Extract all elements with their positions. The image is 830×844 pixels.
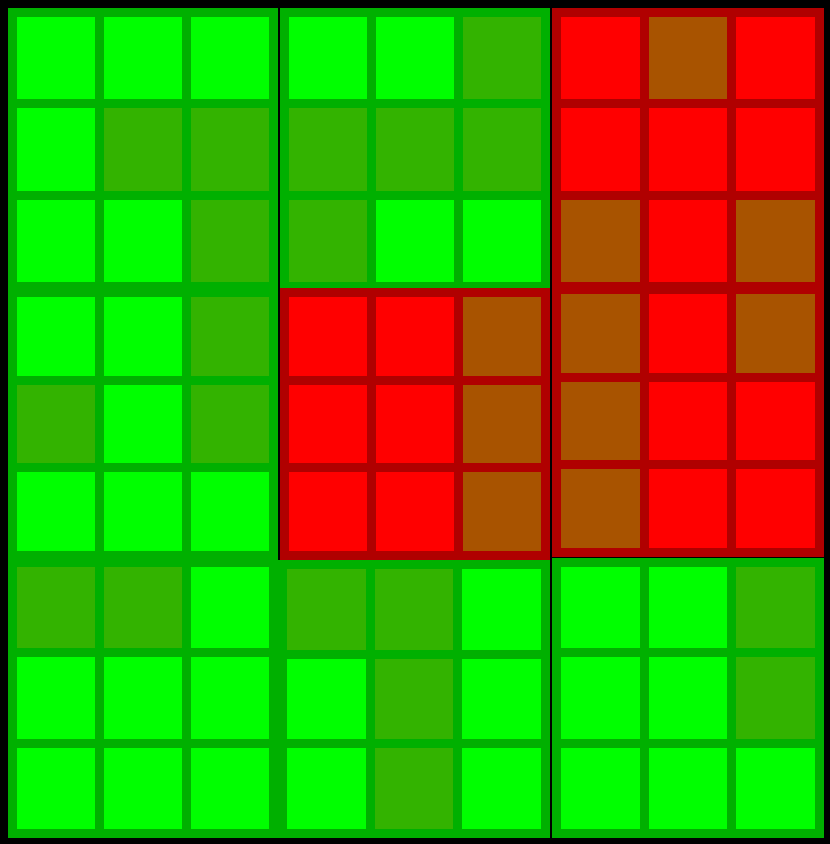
grid-cell-r6-c6[interactable] [561, 567, 640, 649]
grid-cell-r1-c1[interactable] [104, 108, 182, 191]
grid-cell-r3-c8[interactable] [736, 294, 815, 373]
grid-cell-r1-c2[interactable] [191, 108, 269, 191]
grid-cell-r8-c6[interactable] [561, 747, 640, 829]
grid-cell-r6-c3[interactable] [287, 569, 366, 650]
grid-cell-r0-c1[interactable] [104, 17, 182, 100]
grid-cell-r3-c0[interactable] [17, 297, 95, 376]
grid-cell-r4-c1[interactable] [104, 384, 182, 464]
grid-cell-r6-c8[interactable] [736, 567, 815, 649]
grid-cell-r4-c8[interactable] [736, 381, 815, 461]
grid-cell-r1-c8[interactable] [736, 108, 815, 191]
grid-cell-r7-c0[interactable] [17, 657, 95, 739]
grid-cell-r0-c4[interactable] [376, 17, 454, 100]
grid-cell-r2-c8[interactable] [736, 199, 815, 282]
grid-cell-r0-c0[interactable] [17, 17, 95, 100]
grid-cell-r2-c4[interactable] [376, 199, 454, 282]
grid-cell-r5-c4[interactable] [376, 472, 454, 551]
grid-cell-r2-c3[interactable] [289, 199, 367, 282]
grid-cell-r2-c6[interactable] [561, 199, 640, 282]
grid-cell-r8-c2[interactable] [191, 747, 269, 829]
grid-cell-r4-c0[interactable] [17, 384, 95, 464]
grid-cell-r6-c1[interactable] [104, 567, 182, 649]
grid-cell-r6-c2[interactable] [191, 567, 269, 649]
block-r2-c1[interactable] [278, 560, 550, 838]
grid-cell-r5-c5[interactable] [463, 472, 541, 551]
grid-cell-r2-c1[interactable] [104, 199, 182, 282]
grid-cell-r0-c5[interactable] [463, 17, 541, 100]
grid-cell-r2-c0[interactable] [17, 199, 95, 282]
block-r2-c2[interactable] [552, 558, 824, 838]
grid-cell-r1-c6[interactable] [561, 108, 640, 191]
grid-cell-r0-c3[interactable] [289, 17, 367, 100]
grid-cell-r4-c5[interactable] [463, 384, 541, 464]
grid-cell-r4-c6[interactable] [561, 381, 640, 461]
block-r1-c2[interactable] [552, 285, 824, 557]
grid-cell-r3-c6[interactable] [561, 294, 640, 373]
grid-cell-r5-c3[interactable] [289, 472, 367, 551]
grid-cell-r0-c8[interactable] [736, 17, 815, 100]
grid-cell-r2-c2[interactable] [191, 199, 269, 282]
block-r2-c0[interactable] [8, 558, 278, 838]
grid-cell-r1-c3[interactable] [289, 108, 367, 191]
grid-cell-r2-c5[interactable] [463, 199, 541, 282]
grid-cell-r3-c3[interactable] [289, 297, 367, 376]
grid-cell-r1-c4[interactable] [376, 108, 454, 191]
grid-cell-r8-c3[interactable] [287, 748, 366, 829]
grid-cell-r3-c7[interactable] [648, 294, 728, 373]
block-r0-c2[interactable] [552, 8, 824, 291]
grid-cell-r1-c7[interactable] [648, 108, 728, 191]
grid-cell-r2-c7[interactable] [648, 199, 728, 282]
grid-cell-r3-c2[interactable] [191, 297, 269, 376]
grid-cell-r3-c5[interactable] [463, 297, 541, 376]
block-r0-c1[interactable] [280, 8, 550, 291]
grid-cell-r5-c8[interactable] [736, 469, 815, 548]
grid-cell-r7-c6[interactable] [561, 657, 640, 739]
grid-cell-r0-c2[interactable] [191, 17, 269, 100]
grid-cell-r5-c2[interactable] [191, 472, 269, 551]
grid-cell-r3-c4[interactable] [376, 297, 454, 376]
grid-cell-r7-c2[interactable] [191, 657, 269, 739]
grid-cell-r8-c5[interactable] [462, 748, 541, 829]
grid-cell-r7-c8[interactable] [736, 657, 815, 739]
block-r0-c0[interactable] [8, 8, 278, 291]
grid-cell-r4-c7[interactable] [648, 381, 728, 461]
grid-cell-r8-c4[interactable] [374, 748, 454, 829]
grid-cell-r6-c4[interactable] [374, 569, 454, 650]
grid-cell-r7-c1[interactable] [104, 657, 182, 739]
grid-cell-r7-c5[interactable] [462, 658, 541, 740]
grid-cell-r7-c3[interactable] [287, 658, 366, 740]
grid-cell-r7-c4[interactable] [374, 658, 454, 740]
grid-cell-r7-c7[interactable] [648, 657, 728, 739]
grid-cell-r5-c6[interactable] [561, 469, 640, 548]
grid-cell-r8-c1[interactable] [104, 747, 182, 829]
grid-cell-r0-c6[interactable] [561, 17, 640, 100]
grid-cell-r3-c1[interactable] [104, 297, 182, 376]
grid-cell-r6-c7[interactable] [648, 567, 728, 649]
grid-cell-r8-c0[interactable] [17, 747, 95, 829]
grid-cell-r6-c0[interactable] [17, 567, 95, 649]
grid-cell-r8-c7[interactable] [648, 747, 728, 829]
grid-cell-r6-c5[interactable] [462, 569, 541, 650]
grid-cell-r5-c7[interactable] [648, 469, 728, 548]
grid-cell-r0-c7[interactable] [648, 17, 728, 100]
grid-cell-r4-c4[interactable] [376, 384, 454, 464]
grid-cell-r5-c0[interactable] [17, 472, 95, 551]
block-r1-c1[interactable] [280, 288, 550, 560]
block-r1-c0[interactable] [8, 288, 278, 560]
grid-cell-r4-c3[interactable] [289, 384, 367, 464]
grid-cell-r1-c0[interactable] [17, 108, 95, 191]
grid-cell-r8-c8[interactable] [736, 747, 815, 829]
grid-cell-r4-c2[interactable] [191, 384, 269, 464]
grid-cell-r5-c1[interactable] [104, 472, 182, 551]
grid-cell-r1-c5[interactable] [463, 108, 541, 191]
